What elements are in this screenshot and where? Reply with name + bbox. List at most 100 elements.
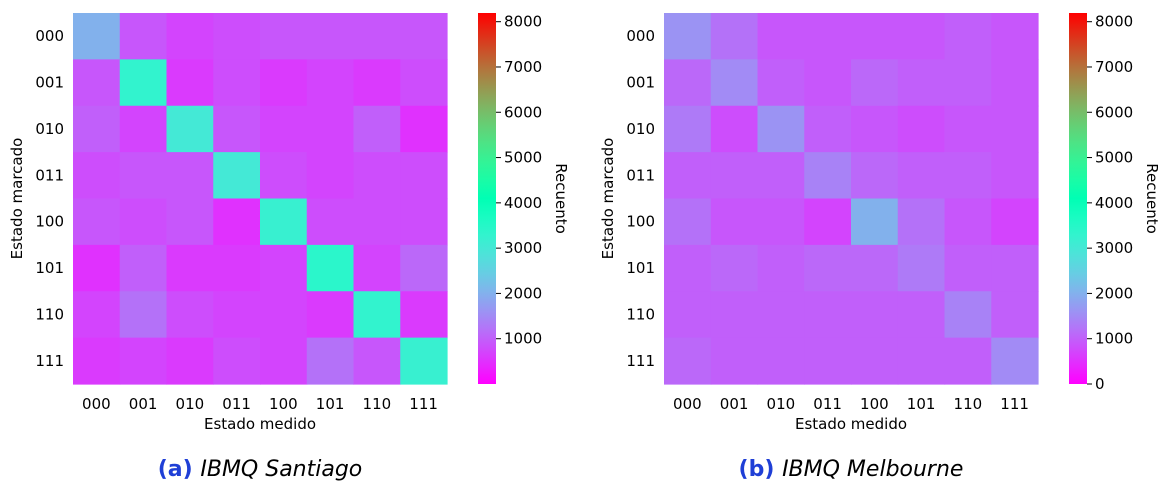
heatmap-cell-111-100 (260, 337, 308, 385)
y-tick-label: 100 (626, 213, 655, 231)
x-tick-label: 100 (269, 395, 298, 413)
colorbar-label: Recuento (552, 163, 570, 234)
heatmap-cell-111-000 (664, 337, 712, 385)
heatmap-cell-011-111 (400, 152, 448, 200)
panel-title: IBMQ Melbourne (782, 457, 963, 482)
heatmap-cell-011-010 (166, 152, 214, 200)
heatmap-cell-100-011 (804, 198, 852, 246)
heatmap-panel-a: 000 001 010 011 100 101 110 111 000 001 010 011 100 1… (8, 13, 570, 482)
heatmap-cell-100-001 (119, 198, 168, 246)
heatmap-cell-100-000 (73, 198, 121, 246)
x-tick-label: 111 (1000, 395, 1029, 413)
colorbar-tick-label: 2000 (1095, 284, 1133, 302)
heatmap-cell-111-101 (897, 337, 946, 385)
x-tick-label: 000 (82, 395, 111, 413)
heatmap-cell-100-111 (400, 198, 448, 246)
x-tick-label: 011 (813, 395, 842, 413)
heatmap-cell-111-100 (851, 337, 899, 385)
heatmap-cell-001-010 (166, 59, 214, 107)
y-tick-label: 010 (626, 120, 655, 138)
heatmap-cell-100-010 (166, 198, 214, 246)
heatmap-cell-101-110 (353, 244, 401, 292)
heatmap-cell-111-111 (991, 337, 1039, 385)
heatmap-cell-000-110 (944, 13, 992, 60)
heatmap-cell-101-110 (944, 244, 992, 292)
heatmap-cell-000-111 (991, 13, 1039, 60)
heatmap-cell-011-101 (306, 152, 355, 200)
y-tick-label: 101 (626, 259, 655, 277)
x-tick-label: 101 (907, 395, 936, 413)
heatmap-cell-100-000 (664, 198, 712, 246)
heatmap-cell-100-101 (306, 198, 355, 246)
heatmap-cell-111-011 (213, 337, 261, 385)
heatmap-panel-b: 000 001 010 011 100 101 110 1110000010100111001… (599, 13, 1161, 482)
heatmap-cell-101-010 (757, 244, 805, 292)
heatmap-cell-111-011 (804, 337, 852, 385)
heatmap-cell-011-000 (73, 152, 121, 200)
heatmap-cell-001-111 (991, 59, 1039, 107)
heatmap-cell-100-010 (757, 198, 805, 246)
heatmap-cell-001-010 (757, 59, 805, 107)
heatmap-cell-100-100 (260, 198, 308, 246)
x-tick-label: 110 (363, 395, 392, 413)
y-axis-label: Estado marcado (599, 138, 617, 260)
y-tick-label: 110 (35, 305, 64, 323)
heatmap-cell-101-111 (400, 244, 448, 292)
heatmap-cell-101-111 (991, 244, 1039, 292)
heatmap-cell-100-110 (353, 198, 401, 246)
colorbar-tick-label: 4000 (504, 194, 542, 212)
heatmap-cell-101-011 (804, 244, 852, 292)
panel-caption: (a) IBMQ Santiago (158, 457, 363, 482)
heatmap-cell-001-000 (73, 59, 121, 107)
heatmap-cell-011-001 (119, 152, 168, 200)
heatmap-cell-000-001 (119, 13, 168, 60)
heatmap-cell-000-011 (804, 13, 852, 60)
colorbar-tick-label: 8000 (1095, 13, 1133, 31)
heatmap-cell-100-111 (991, 198, 1039, 246)
colorbar-tick-label: 6000 (1095, 103, 1133, 121)
heatmap-cell-000-111 (400, 13, 448, 60)
heatmap-cell-101-000 (73, 244, 121, 292)
heatmap-cell-001-100 (260, 59, 308, 107)
heatmap-cell-000-000 (664, 13, 712, 60)
y-tick-label: 000 (35, 27, 64, 45)
heatmap-cell-101-101 (897, 244, 946, 292)
y-tick-label: 111 (35, 352, 64, 370)
heatmap-cell-100-100 (851, 198, 899, 246)
heatmap-cell-111-001 (119, 337, 168, 385)
heatmap-cell-110-110 (944, 291, 992, 339)
heatmap-cell-001-101 (306, 59, 355, 107)
heatmap-cell-010-110 (944, 105, 992, 153)
heatmap-cell-010-101 (306, 105, 355, 153)
heatmap-cell-101-010 (166, 244, 214, 292)
heatmap-cell-111-001 (710, 337, 759, 385)
heatmap-cell-010-010 (757, 105, 805, 153)
heatmap-cell-110-001 (119, 291, 168, 339)
colorbar-tick-label: 7000 (504, 58, 542, 76)
heatmap-cell-010-011 (213, 105, 261, 153)
heatmap-cell-001-100 (851, 59, 899, 107)
panel-caption: (b) IBMQ Melbourne (739, 457, 964, 482)
panel-letter: (a) (158, 457, 201, 482)
y-tick-label: 011 (35, 166, 64, 184)
heatmap-cell-000-101 (306, 13, 355, 60)
heatmap-cell-100-011 (213, 198, 261, 246)
x-tick-label: 001 (720, 395, 749, 413)
heatmap-cell-011-100 (260, 152, 308, 200)
heatmap-cell-011-011 (213, 152, 261, 200)
colorbar-tick-label: 3000 (504, 239, 542, 257)
x-axis-label: Estado medido (204, 415, 316, 433)
heatmap-cell-110-111 (400, 291, 448, 339)
y-tick-label: 110 (626, 305, 655, 323)
heatmap-cell-000-100 (260, 13, 308, 60)
colorbar-tick-label: 7000 (1095, 58, 1133, 76)
heatmap-cell-101-001 (710, 244, 759, 292)
colorbar-tick-label: 0 (1095, 375, 1105, 393)
heatmap-cell-001-001 (710, 59, 759, 107)
heatmap-cell-111-010 (166, 337, 214, 385)
x-tick-label: 101 (316, 395, 345, 413)
panel-title: IBMQ Santiago (200, 457, 362, 482)
y-tick-label: 011 (626, 166, 655, 184)
heatmap-cell-011-010 (757, 152, 805, 200)
heatmap-cell-111-101 (306, 337, 355, 385)
